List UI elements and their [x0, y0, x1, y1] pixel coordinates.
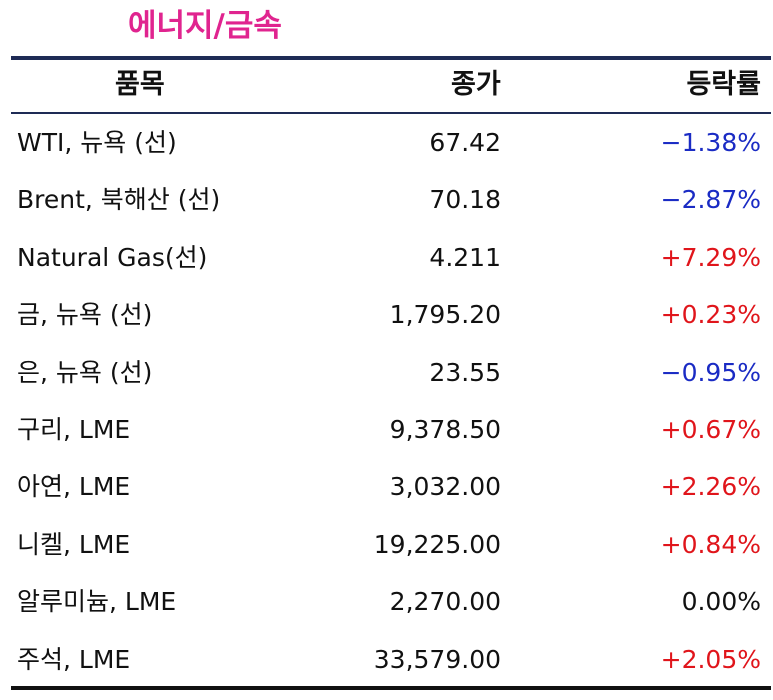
row-change: +0.23%: [660, 300, 761, 330]
row-change: −1.38%: [660, 128, 761, 157]
header-change: 등락률: [686, 69, 761, 100]
row-item: 니켈, LME: [17, 529, 131, 559]
row-item: 구리, LME: [17, 414, 131, 444]
table-header: 품목 종가 등락률: [11, 60, 771, 111]
row-item: Brent, 북해산 (선): [17, 185, 221, 215]
row-close: 23.55: [429, 357, 501, 387]
table-row: WTI, 뉴욕 (선) 67.42 −1.38%: [11, 114, 771, 171]
top-rule: [11, 56, 771, 60]
commodity-table: 품목 종가 등락률 WTI, 뉴욕 (선) 67.42 −1.38% Brent, 북…: [11, 56, 771, 692]
row-close: 2,270.00: [389, 587, 501, 617]
row-change: +7.29%: [660, 242, 761, 272]
table-row: 알루미늄, LME 2,270.00 0.00%: [11, 573, 771, 630]
row-change: +0.67%: [660, 414, 761, 444]
row-close: 70.18: [429, 185, 501, 215]
row-change: +0.84%: [660, 529, 761, 559]
table-row: 니켈, LME 19,225.00 +0.84%: [11, 516, 771, 573]
row-close: 4.211: [429, 242, 501, 272]
row-change: 0.00%: [681, 587, 761, 617]
header-rule: [11, 112, 771, 114]
row-close: 3,032.00: [389, 472, 501, 502]
row-change: −2.87%: [660, 185, 761, 215]
row-change: +2.05%: [660, 644, 761, 674]
row-close: 9,378.50: [389, 414, 501, 444]
table-row: 주석, LME 33,579.00 +2.05%: [11, 631, 771, 688]
row-item: 주석, LME: [17, 644, 131, 674]
table-body: WTI, 뉴욕 (선) 67.42 −1.38% Brent, 북해산 (선) 70.1…: [11, 114, 771, 688]
row-change: −0.95%: [660, 357, 761, 387]
row-close: 33,579.00: [373, 644, 501, 674]
table-row: 은, 뉴욕 (선) 23.55 −0.95%: [11, 344, 771, 401]
header-close: 종가: [451, 69, 501, 100]
table-row: Natural Gas(선) 4.211 +7.29%: [11, 229, 771, 286]
header-item: 품목: [115, 69, 165, 100]
page-title: 에너지/금속: [128, 8, 282, 44]
row-close: 19,225.00: [373, 529, 501, 559]
bottom-rule: [11, 686, 771, 690]
row-item: Natural Gas(선): [17, 242, 208, 272]
row-item: 알루미늄, LME: [17, 587, 177, 617]
table-row: Brent, 북해산 (선) 70.18 −2.87%: [11, 171, 771, 228]
row-close: 1,795.20: [389, 300, 501, 330]
row-change: +2.26%: [660, 472, 761, 502]
row-item: 은, 뉴욕 (선): [17, 357, 153, 387]
table-row: 아연, LME 3,032.00 +2.26%: [11, 458, 771, 515]
row-item: WTI, 뉴욕 (선): [17, 128, 177, 157]
row-close: 67.42: [429, 128, 501, 157]
row-item: 금, 뉴욕 (선): [17, 300, 153, 330]
table-row: 구리, LME 9,378.50 +0.67%: [11, 401, 771, 458]
row-item: 아연, LME: [17, 472, 131, 502]
table-row: 금, 뉴욕 (선) 1,795.20 +0.23%: [11, 286, 771, 343]
